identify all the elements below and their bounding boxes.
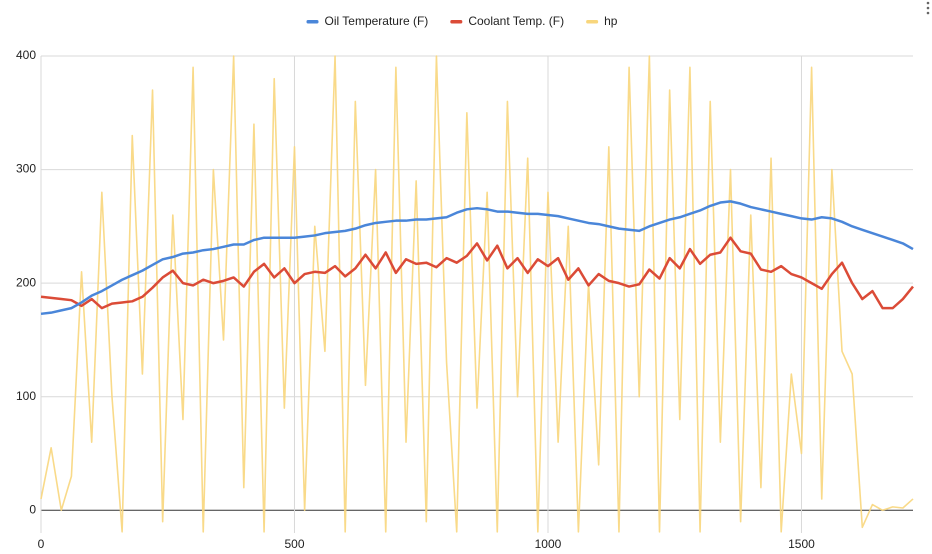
legend-swatch: [586, 20, 599, 24]
x-tick-label: 1500: [788, 537, 815, 551]
series-line: [40, 236, 914, 310]
y-tick-label: 200: [16, 275, 36, 289]
legend-label: Coolant Temp. (F): [468, 14, 564, 28]
x-tick-label: 500: [284, 537, 304, 551]
legend-swatch: [450, 20, 463, 24]
menu-icon[interactable]: [926, 1, 930, 15]
series-line: [40, 200, 914, 316]
legend-label: hp: [604, 14, 618, 28]
legend-swatch: [306, 20, 319, 24]
x-tick-label: 1000: [535, 537, 562, 551]
y-tick-label: 0: [29, 502, 36, 516]
y-tick-label: 300: [16, 162, 36, 176]
menu-dot: [926, 6, 930, 10]
menu-dot: [926, 11, 930, 15]
series-line: [40, 55, 914, 533]
y-tick-label: 100: [16, 389, 36, 403]
y-tick-label: 400: [16, 48, 36, 62]
x-tick-label: 0: [38, 537, 45, 551]
legend-label: Oil Temperature (F): [325, 14, 429, 28]
menu-dot: [926, 1, 930, 5]
